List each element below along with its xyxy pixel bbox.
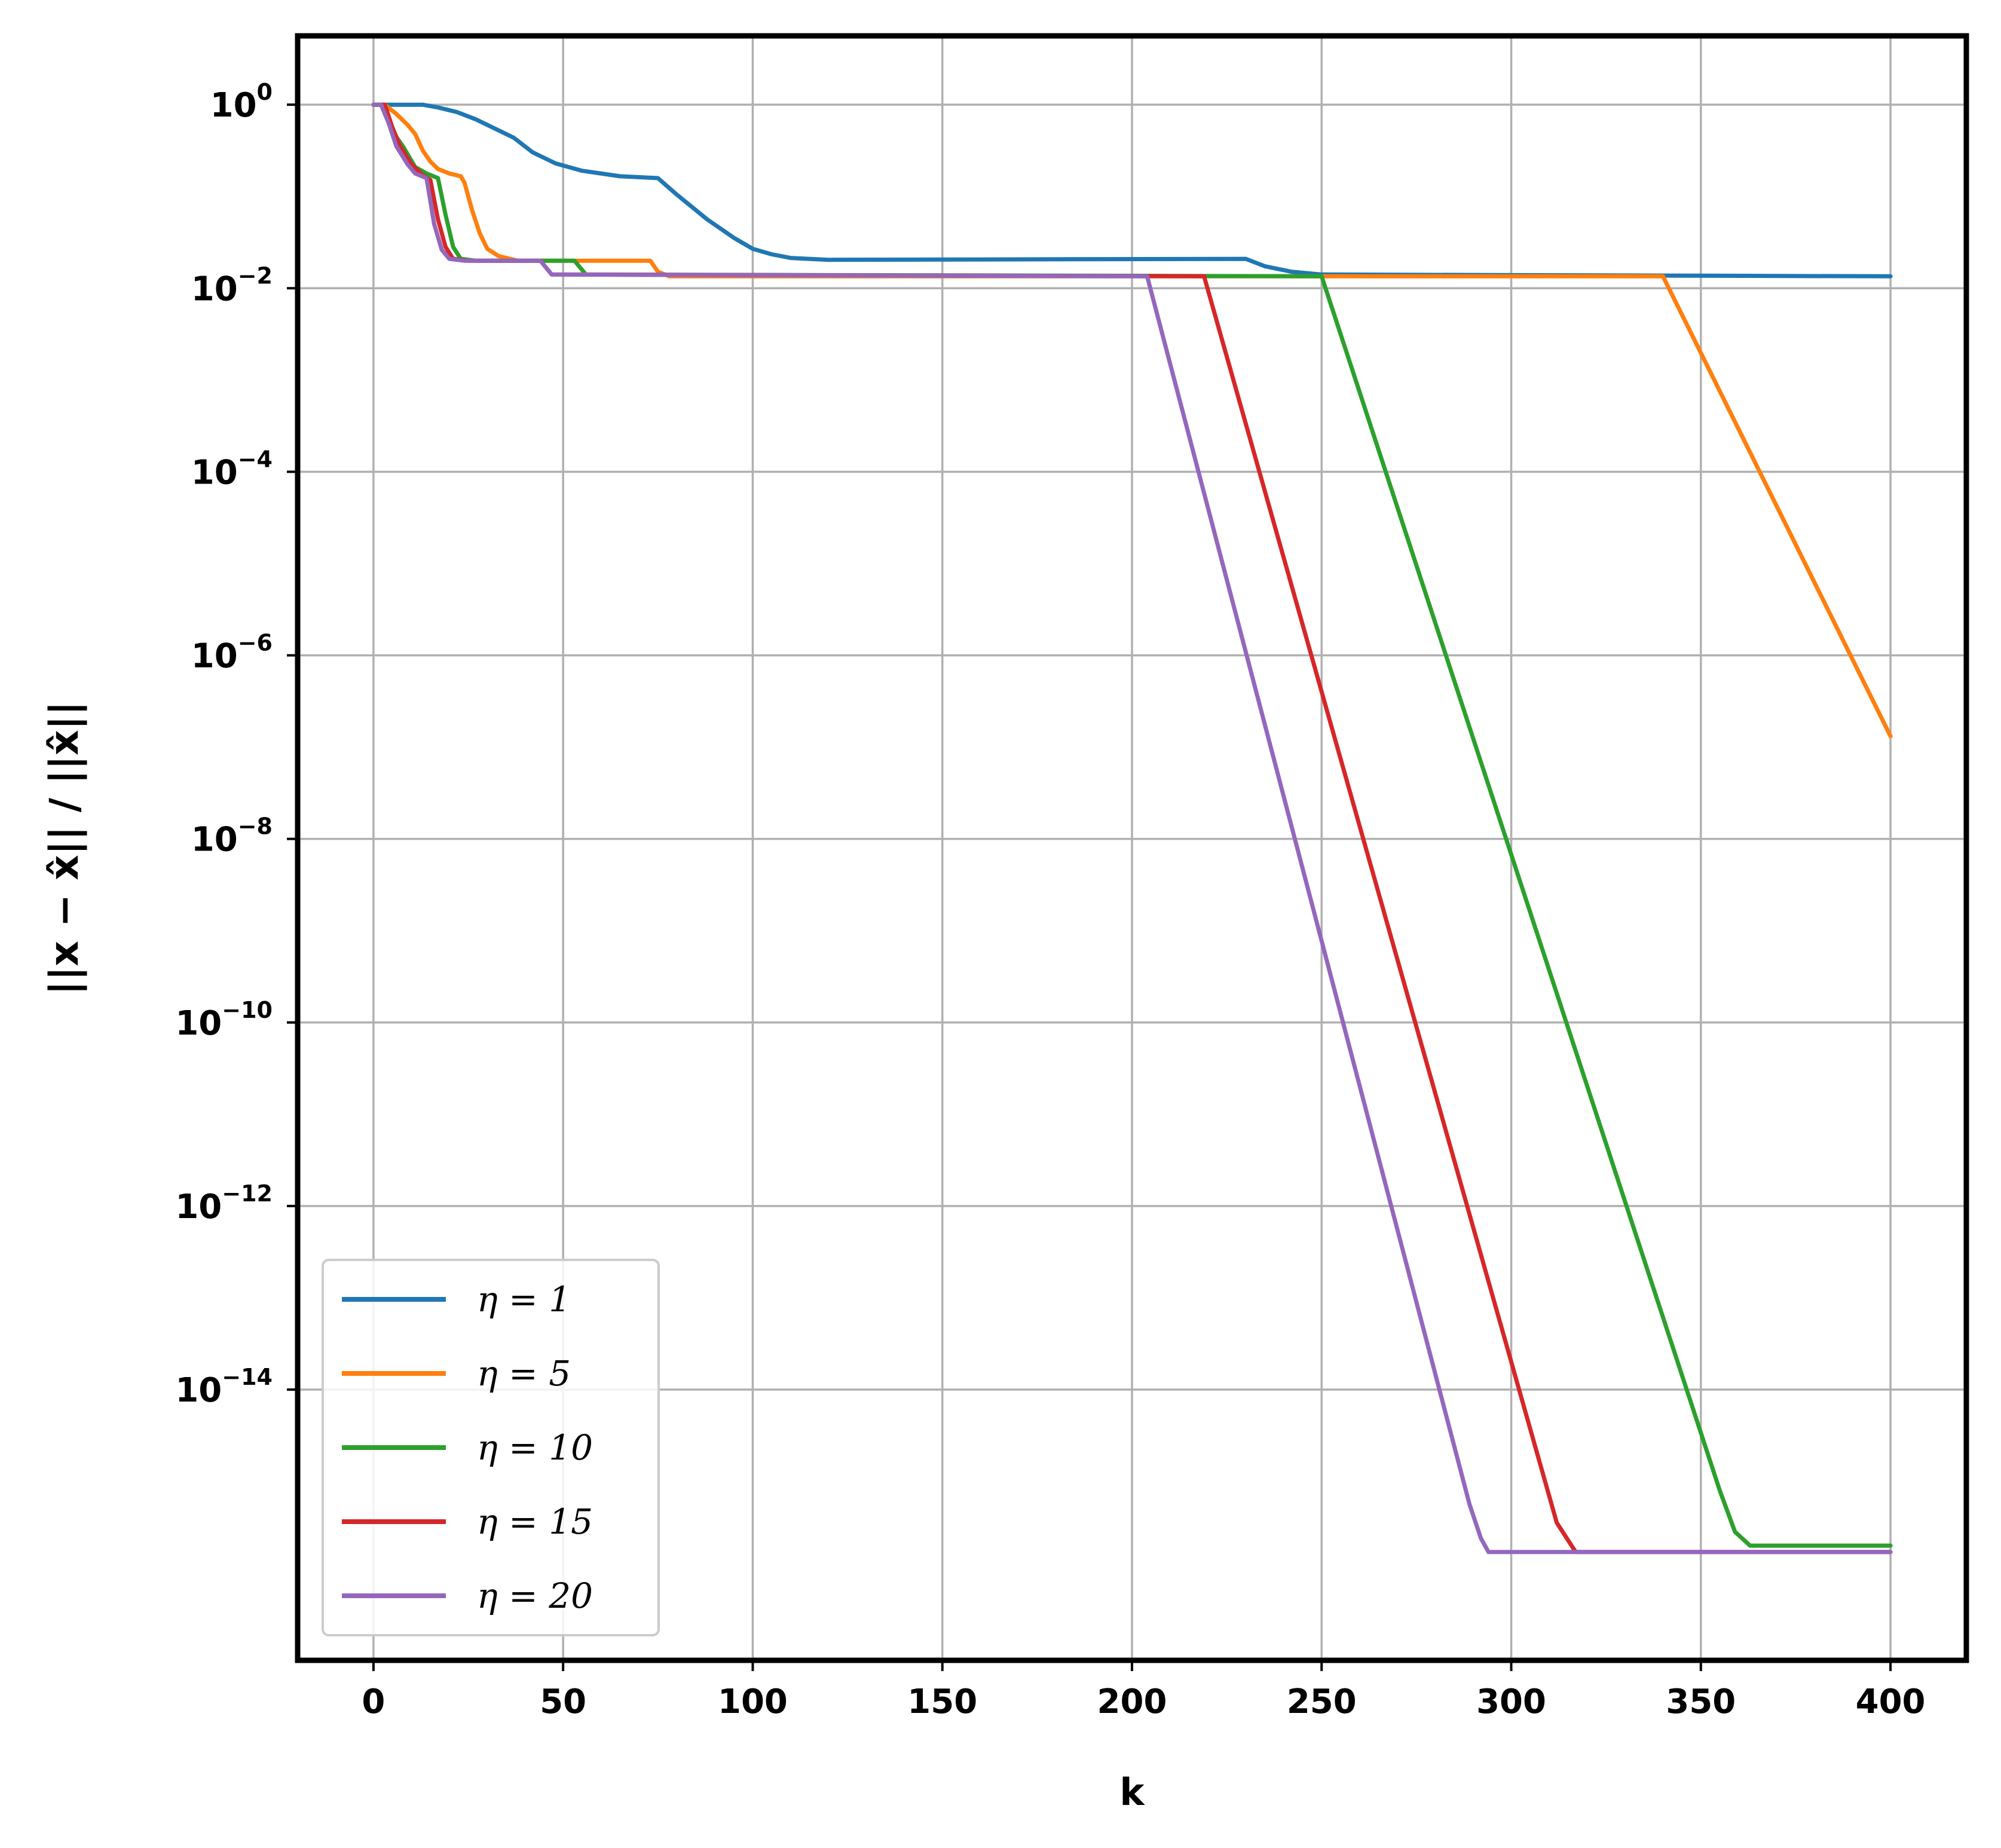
y-tick-base: 10 xyxy=(191,270,238,308)
x-tick-label: 300 xyxy=(1476,1682,1546,1721)
y-tick-exponent: −6 xyxy=(238,630,273,656)
y-tick-base: 10 xyxy=(191,453,238,492)
legend-box xyxy=(322,1259,660,1636)
x-tick-label: 350 xyxy=(1666,1682,1736,1721)
legend-label-0: η = 1 xyxy=(477,1279,571,1320)
y-tick-label: 10−14 xyxy=(175,1364,273,1410)
y-tick-exponent: 0 xyxy=(257,79,273,105)
legend-label-3: η = 15 xyxy=(477,1501,593,1542)
x-gridlines xyxy=(372,36,1892,1660)
y-tick-base: 10 xyxy=(175,1004,222,1043)
y-tick-base: 10 xyxy=(210,86,257,125)
y-tick-label: 10−4 xyxy=(191,446,273,492)
series-line-3 xyxy=(371,102,1893,1555)
x-tick-label: 400 xyxy=(1856,1682,1926,1721)
x-tick-label: 250 xyxy=(1287,1682,1357,1721)
x-tick-label: 0 xyxy=(362,1682,385,1721)
y-tick-label: 10−6 xyxy=(191,630,273,676)
y-tick-label: 10−10 xyxy=(175,997,273,1043)
y-tick-label: 10−12 xyxy=(175,1180,273,1226)
y-tick-base: 10 xyxy=(191,821,238,859)
x-tick-label: 150 xyxy=(907,1682,977,1721)
y-tick-base: 10 xyxy=(175,1371,222,1410)
y-tick-label: 100 xyxy=(210,79,273,125)
legend: η = 1 η = 5 η = 10 η = 15 η = 20 xyxy=(322,1259,660,1636)
legend-label-2: η = 10 xyxy=(477,1427,593,1468)
y-tick-base: 10 xyxy=(191,637,238,676)
y-tick-exponent: −14 xyxy=(222,1364,273,1390)
y-tick-exponent: −10 xyxy=(222,997,273,1023)
x-axis-ticks: 0 50 100 150 200 250 300 350 400 xyxy=(362,1660,1926,1721)
series-lines xyxy=(371,102,1893,1555)
y-tick-label: 10−2 xyxy=(191,262,273,308)
x-tick-label: 50 xyxy=(540,1682,586,1721)
series-line-0 xyxy=(371,102,1893,279)
series-line-4 xyxy=(371,102,1893,1555)
y-gridlines xyxy=(298,103,1966,1391)
y-axis-label: ||x − x̂|| / ||x̂|| xyxy=(41,701,88,995)
x-axis-label: k xyxy=(1119,1770,1145,1814)
y-tick-exponent: −8 xyxy=(238,813,273,840)
x-tick-label: 200 xyxy=(1097,1682,1167,1721)
series-line-1 xyxy=(371,102,1893,739)
y-tick-base: 10 xyxy=(175,1188,222,1226)
y-tick-exponent: −2 xyxy=(238,262,273,289)
y-tick-label: 10−8 xyxy=(191,813,273,859)
y-tick-exponent: −4 xyxy=(238,446,273,472)
x-tick-label: 100 xyxy=(718,1682,788,1721)
legend-label-1: η = 5 xyxy=(477,1353,571,1394)
legend-label-4: η = 20 xyxy=(477,1575,593,1616)
y-tick-exponent: −12 xyxy=(222,1180,273,1207)
